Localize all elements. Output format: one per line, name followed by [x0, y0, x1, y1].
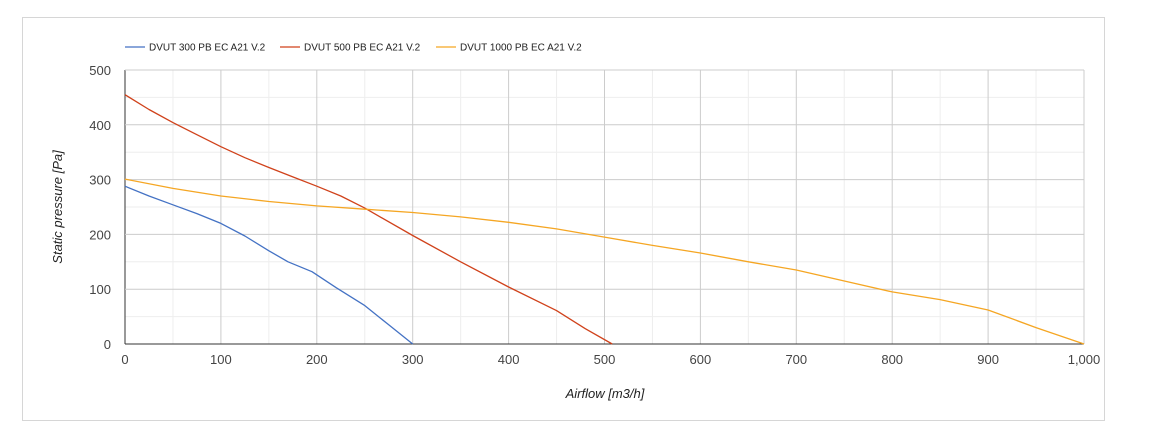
- series-line-3[interactable]: [124, 178, 1085, 345]
- y-tick-label: 400: [89, 118, 111, 133]
- tick-labels: 0 100 200 300 400 500 600 700 800 900 1,000 0 100 200…: [89, 63, 1100, 367]
- legend-label: DVUT 1000 PB EC A21 V.2: [460, 43, 582, 54]
- grid: [124, 69, 1085, 345]
- x-tick-label: 500: [594, 352, 616, 367]
- x-tick-label: 100: [210, 352, 232, 367]
- y-tick-label: 500: [89, 63, 111, 78]
- legend[interactable]: DVUT 300 PB EC A21 V.2 DVUT 500 PB EC A21…: [125, 43, 582, 54]
- legend-label: DVUT 500 PB EC A21 V.2: [304, 43, 421, 54]
- chart-frame: [22, 17, 1105, 421]
- legend-item-2[interactable]: DVUT 500 PB EC A21 V.2: [280, 43, 421, 54]
- y-tick-label: 300: [89, 173, 111, 188]
- x-tick-label: 300: [402, 352, 424, 367]
- x-tick-label: 600: [690, 352, 712, 367]
- x-axis-title: Airflow [m3/h]: [565, 386, 645, 401]
- x-tick-label: 900: [977, 352, 999, 367]
- x-tick-label: 1,000: [1068, 352, 1101, 367]
- y-tick-label: 0: [104, 337, 111, 352]
- x-tick-label: 200: [306, 352, 328, 367]
- x-tick-label: 800: [881, 352, 903, 367]
- y-tick-label: 100: [89, 282, 111, 297]
- legend-item-1[interactable]: DVUT 300 PB EC A21 V.2: [125, 43, 266, 54]
- series-line-1[interactable]: [124, 185, 414, 345]
- x-tick-label: 0: [121, 352, 128, 367]
- series-lines: [124, 94, 1085, 345]
- y-tick-label: 200: [89, 227, 111, 242]
- legend-label: DVUT 300 PB EC A21 V.2: [149, 43, 266, 54]
- x-tick-label: 400: [498, 352, 520, 367]
- legend-item-3[interactable]: DVUT 1000 PB EC A21 V.2: [436, 43, 582, 54]
- x-tick-label: 700: [785, 352, 807, 367]
- y-axis-title: Static pressure [Pa]: [50, 150, 65, 264]
- series-line-2[interactable]: [124, 94, 613, 345]
